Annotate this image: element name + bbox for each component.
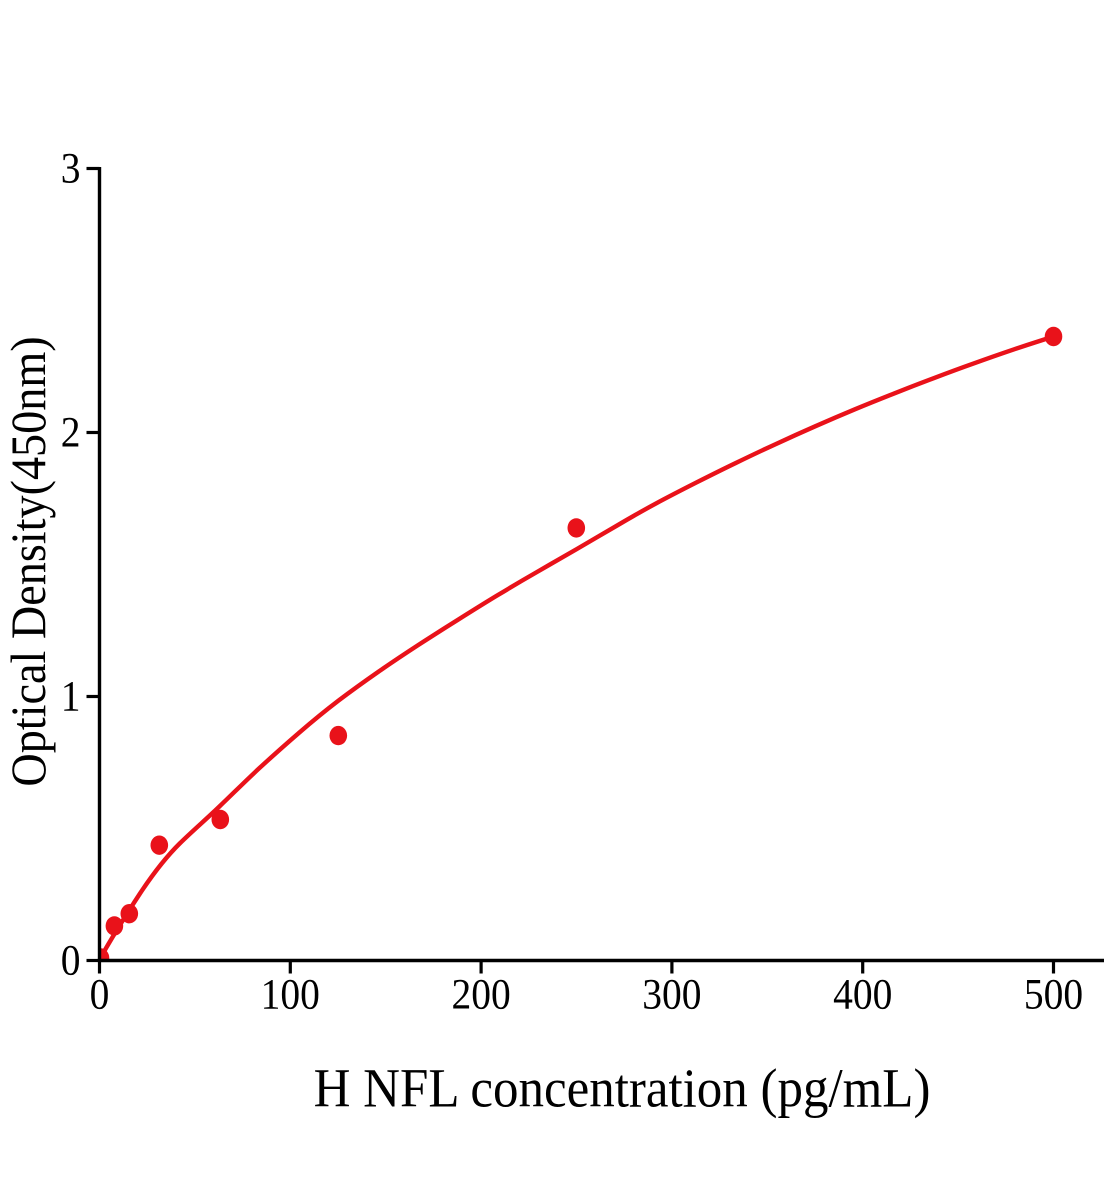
svg-text:0: 0 <box>90 970 110 1018</box>
svg-text:2: 2 <box>61 408 81 456</box>
svg-text:500: 500 <box>1024 970 1083 1018</box>
svg-text:Optical Density(450nm): Optical Density(450nm) <box>1 336 56 786</box>
svg-text:1: 1 <box>61 672 81 720</box>
svg-text:200: 200 <box>451 970 510 1018</box>
svg-text:0: 0 <box>61 936 81 984</box>
svg-text:300: 300 <box>642 970 701 1018</box>
svg-text:100: 100 <box>261 970 320 1018</box>
svg-text:H NFL concentration (pg/mL): H NFL concentration (pg/mL) <box>314 1059 931 1119</box>
svg-text:3: 3 <box>61 144 81 192</box>
svg-text:400: 400 <box>833 970 892 1018</box>
